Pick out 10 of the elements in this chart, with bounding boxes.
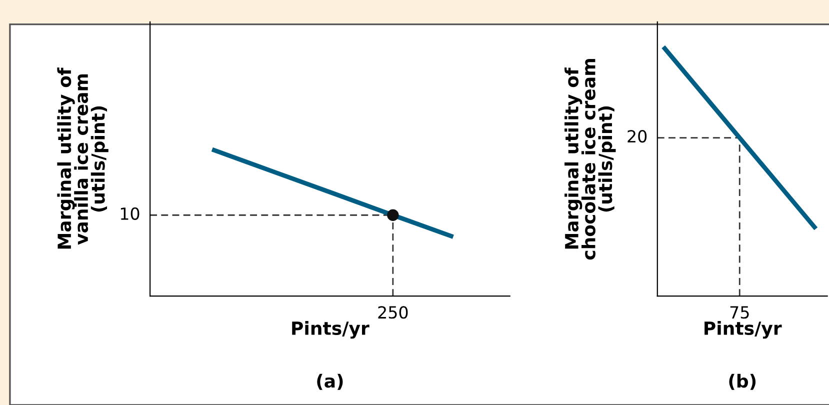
x-axis-title: Pints/yr [292, 321, 370, 339]
text: 20 [628, 130, 647, 143]
y-axis-title: Marginal utility of vanilla ice cream (utils/pint) [57, 67, 108, 249]
text: 250 [378, 306, 408, 319]
text: (a) [317, 374, 343, 390]
text: (b) [729, 374, 756, 390]
text: 75 [730, 306, 749, 319]
text: 10 [120, 207, 140, 220]
y-axis-title: Marginal utility of chocolate ice cream (utils/pint) [564, 58, 616, 260]
x-axis-title: Pints/yr [704, 321, 782, 339]
